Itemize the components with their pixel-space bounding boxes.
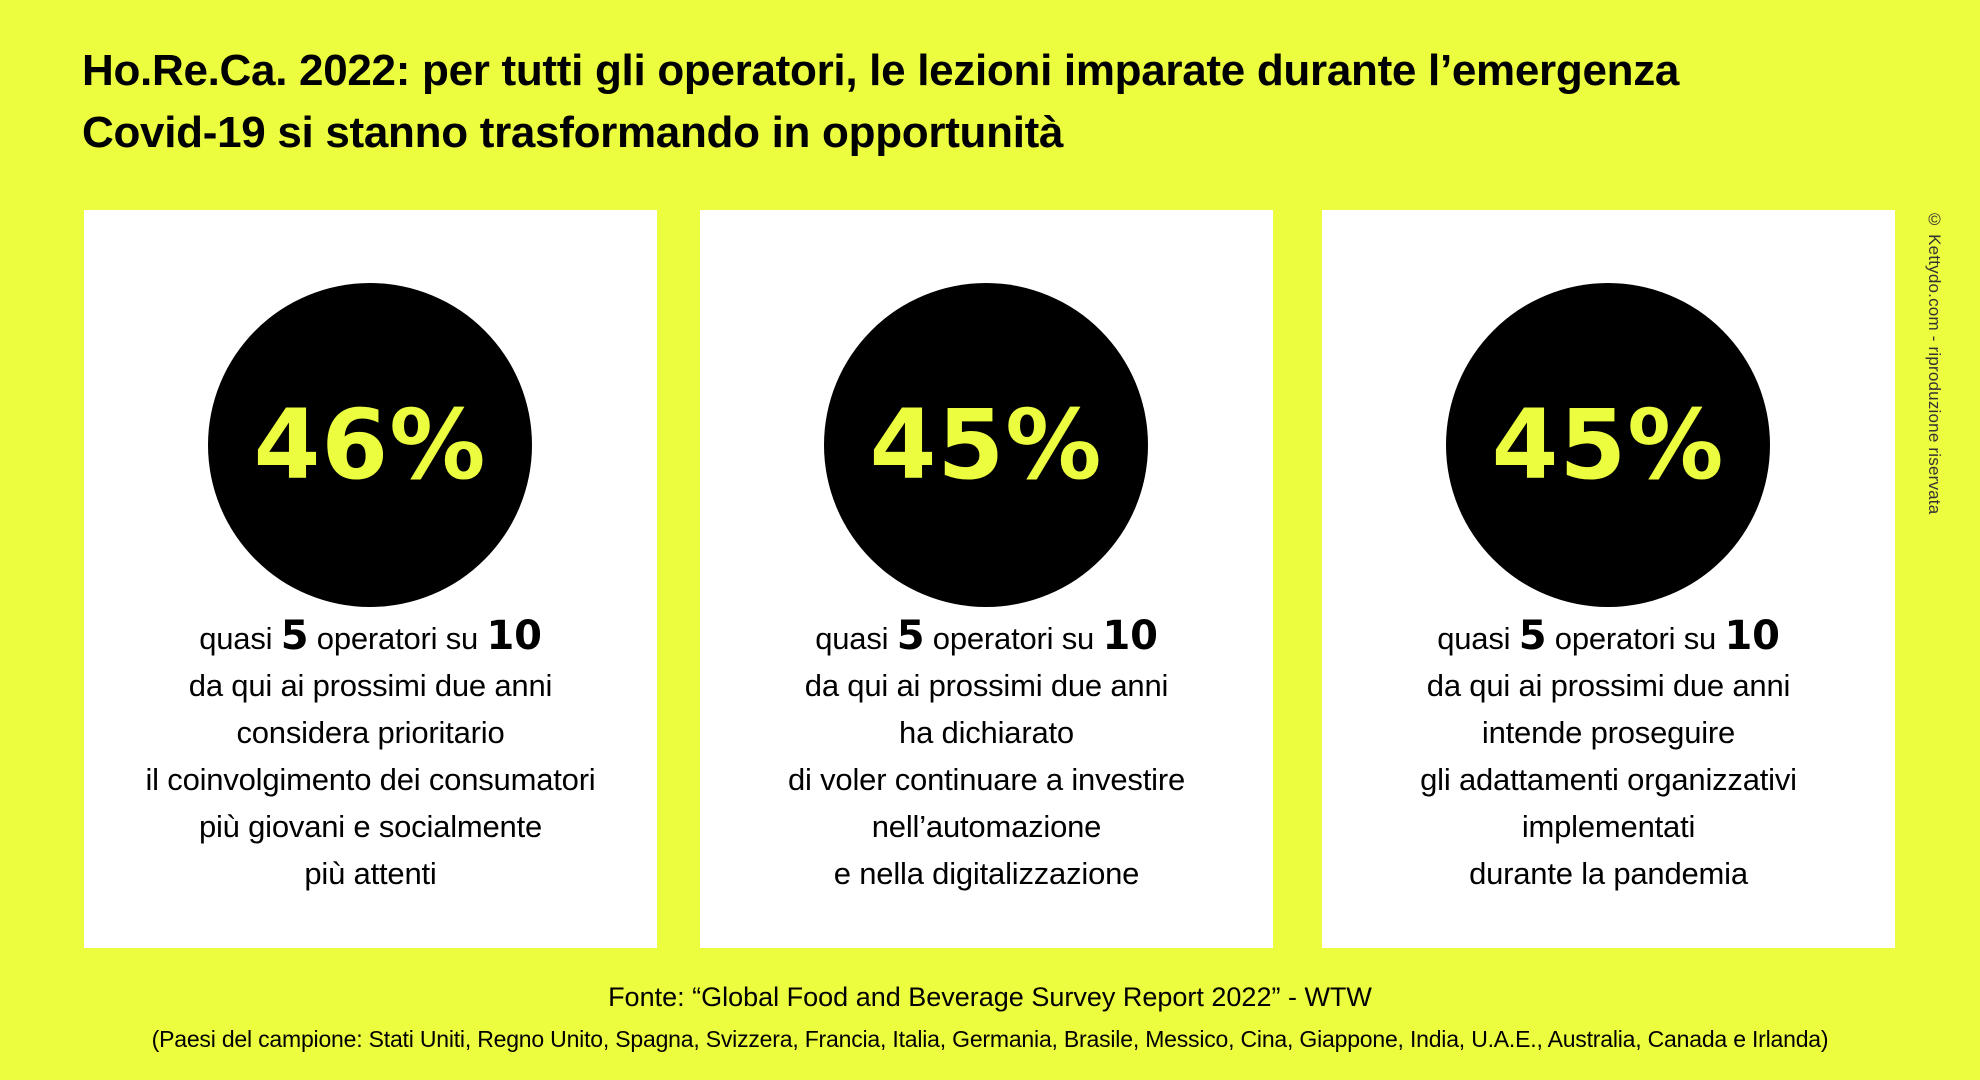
stat-line: ha dichiarato bbox=[700, 709, 1273, 756]
stat-circle: 46% bbox=[208, 283, 532, 607]
stat-line: da qui ai prossimi due anni bbox=[700, 662, 1273, 709]
stat-card-1: 46% quasi 5 operatori su 10 da qui ai pr… bbox=[84, 210, 657, 948]
page-title: Ho.Re.Ca. 2022: per tutti gli operatori,… bbox=[82, 40, 1902, 164]
stat-description: quasi 5 operatori su 10 da qui ai prossi… bbox=[84, 615, 657, 897]
stat-line: da qui ai prossimi due anni bbox=[84, 662, 657, 709]
stat-line: il coinvolgimento dei consumatori bbox=[84, 756, 657, 803]
stat-line: intende proseguire bbox=[1322, 709, 1895, 756]
stat-circle: 45% bbox=[1446, 283, 1770, 607]
stat-line: considera prioritario bbox=[84, 709, 657, 756]
stat-lead-line: quasi 5 operatori su 10 bbox=[1322, 615, 1895, 662]
stat-line: implementati bbox=[1322, 803, 1895, 850]
lead-number: 10 bbox=[1725, 613, 1780, 659]
lead-text: operatori su bbox=[1546, 621, 1724, 656]
stat-line: nell’automazione bbox=[700, 803, 1273, 850]
sample-countries-note: (Paesi del campione: Stati Uniti, Regno … bbox=[0, 1024, 1980, 1054]
stat-line: di voler continuare a investire bbox=[700, 756, 1273, 803]
stat-line: e nella digitalizzazione bbox=[700, 850, 1273, 897]
lead-text: operatori su bbox=[924, 621, 1102, 656]
lead-text: operatori su bbox=[308, 621, 486, 656]
stat-card-2: 45% quasi 5 operatori su 10 da qui ai pr… bbox=[700, 210, 1273, 948]
lead-number: 10 bbox=[1103, 613, 1158, 659]
stat-percent: 45% bbox=[870, 389, 1103, 501]
stat-description: quasi 5 operatori su 10 da qui ai prossi… bbox=[1322, 615, 1895, 897]
lead-text: quasi bbox=[199, 621, 281, 656]
stat-line: durante la pandemia bbox=[1322, 850, 1895, 897]
source-note: Fonte: “Global Food and Beverage Survey … bbox=[0, 980, 1980, 1014]
stat-circle: 45% bbox=[824, 283, 1148, 607]
stat-line: più attenti bbox=[84, 850, 657, 897]
stat-lead-line: quasi 5 operatori su 10 bbox=[84, 615, 657, 662]
copyright-watermark: © Kettydo.com - riproduzione riservata bbox=[1918, 210, 1944, 570]
stat-percent: 46% bbox=[254, 389, 487, 501]
stat-lead-line: quasi 5 operatori su 10 bbox=[700, 615, 1273, 662]
stat-line: da qui ai prossimi due anni bbox=[1322, 662, 1895, 709]
stat-percent: 45% bbox=[1492, 389, 1725, 501]
stat-description: quasi 5 operatori su 10 da qui ai prossi… bbox=[700, 615, 1273, 897]
title-line-2: Covid-19 si stanno trasformando in oppor… bbox=[82, 102, 1902, 164]
title-line-1: Ho.Re.Ca. 2022: per tutti gli operatori,… bbox=[82, 40, 1902, 102]
lead-number: 5 bbox=[897, 613, 925, 659]
stat-line: più giovani e socialmente bbox=[84, 803, 657, 850]
lead-number: 10 bbox=[487, 613, 542, 659]
stat-line: gli adattamenti organizzativi bbox=[1322, 756, 1895, 803]
lead-text: quasi bbox=[815, 621, 897, 656]
lead-number: 5 bbox=[1519, 613, 1547, 659]
lead-text: quasi bbox=[1437, 621, 1519, 656]
lead-number: 5 bbox=[281, 613, 309, 659]
stat-card-3: 45% quasi 5 operatori su 10 da qui ai pr… bbox=[1322, 210, 1895, 948]
